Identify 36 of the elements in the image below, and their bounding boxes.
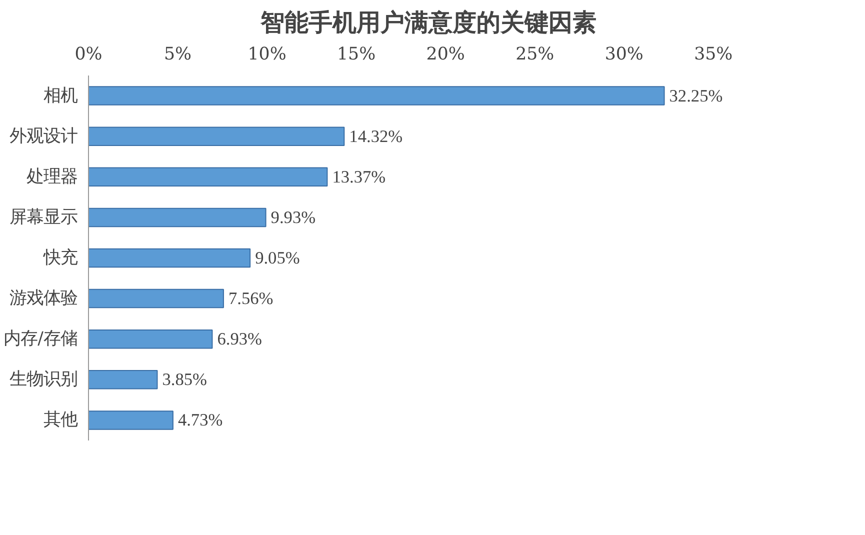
x-tick-label: 20% [426,44,465,64]
bar [88,208,266,228]
bar [88,329,213,349]
y-tick-label: 内存/存储 [4,329,78,350]
y-tick-label: 外观设计 [10,126,78,146]
bar [88,167,328,187]
x-tick-label: 10% [248,44,286,64]
y-tick-label: 处理器 [26,166,78,187]
data-label: 13.37% [332,167,386,186]
x-tick-label: 0% [74,44,102,64]
data-label: 14.32% [349,126,403,146]
y-tick-label: 屏幕显示 [10,207,78,228]
data-label: 6.93% [217,330,262,349]
x-tick-label: 5% [164,44,192,64]
data-label: 4.73% [178,410,223,430]
data-label: 3.85% [162,370,207,390]
data-label: 7.56% [228,289,274,308]
bar [88,370,158,390]
y-tick-label: 快充 [42,248,78,268]
x-tick-label: 30% [604,44,644,64]
x-tick-label: 15% [337,44,376,64]
x-tick-label: 35% [694,44,733,64]
bar [88,248,251,268]
bar [88,86,665,106]
y-tick-label: 生物识别 [10,370,78,390]
x-tick-label: 25% [516,44,554,64]
y-tick-label: 其他 [44,410,78,430]
data-label: 9.93% [270,208,316,227]
bar [88,126,345,146]
y-tick-label: 游戏体验 [10,288,78,309]
bar [88,288,224,308]
y-tick-label: 相机 [44,86,78,106]
chart-title: 智能手机用户满意度的关键因素 [260,8,596,36]
data-label: 9.05% [255,248,300,268]
data-label: 32.25% [669,86,723,106]
bar [88,410,174,430]
